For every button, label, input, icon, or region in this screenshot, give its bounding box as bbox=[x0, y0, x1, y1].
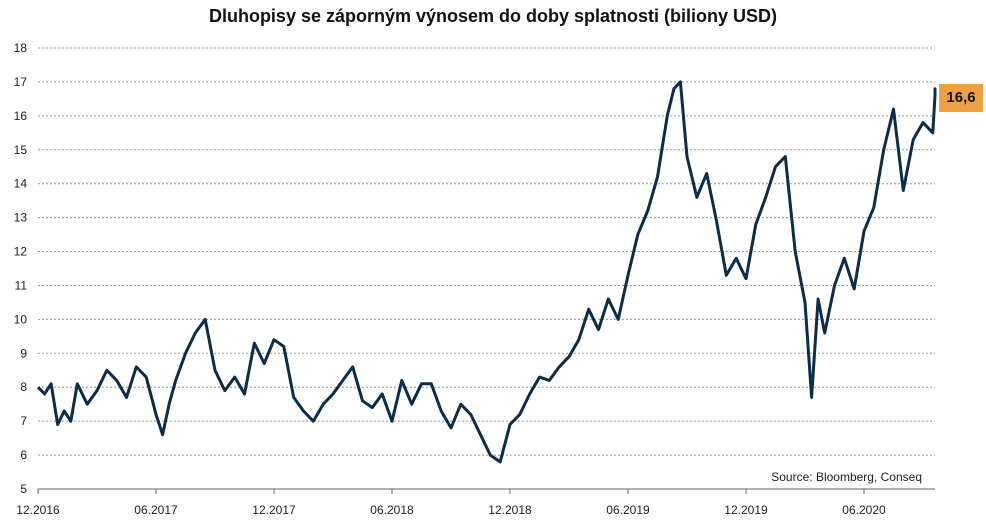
y-tick-label: 14 bbox=[14, 177, 28, 191]
x-tick-label: 12.2016 bbox=[16, 503, 60, 517]
last-value-badge: 16,6 bbox=[939, 84, 983, 112]
x-axis: 12.2016 06.2017 12.2017 06.2018 12.2018 06.20… bbox=[16, 488, 935, 517]
x-tick-label: 12.2019 bbox=[724, 503, 768, 517]
x-tick-label: 12.2017 bbox=[252, 503, 296, 517]
source-note: Source: Bloomberg, Conseq bbox=[771, 470, 922, 484]
y-tick-label: 12 bbox=[14, 245, 28, 259]
y-tick-label: 7 bbox=[20, 414, 27, 428]
y-tick-label: 5 bbox=[20, 482, 27, 496]
y-tick-label: 15 bbox=[14, 143, 28, 157]
y-tick-label: 8 bbox=[20, 380, 27, 394]
y-tick-label: 18 bbox=[14, 41, 28, 55]
chart-title: Dluhopisy se záporným výnosem do doby sp… bbox=[208, 6, 778, 26]
y-tick-label: 11 bbox=[15, 278, 28, 292]
y-tick-label: 13 bbox=[14, 211, 28, 225]
y-axis: 5 6 7 8 9 10 11 12 13 14 15 16 17 18 bbox=[14, 41, 28, 496]
y-tick-label: 6 bbox=[20, 448, 27, 462]
series-line bbox=[36, 80, 937, 464]
x-tick-label: 06.2020 bbox=[842, 503, 886, 517]
gridlines bbox=[38, 47, 935, 490]
x-tick-label: 12.2018 bbox=[488, 503, 532, 517]
y-tick-label: 17 bbox=[14, 75, 28, 89]
x-tick-label: 06.2019 bbox=[606, 503, 650, 517]
y-tick-label: 10 bbox=[14, 312, 28, 326]
x-tick-label: 06.2018 bbox=[370, 503, 414, 517]
y-tick-label: 16 bbox=[14, 109, 28, 123]
y-tick-label: 9 bbox=[20, 346, 27, 360]
x-tick-label: 06.2017 bbox=[134, 503, 178, 517]
